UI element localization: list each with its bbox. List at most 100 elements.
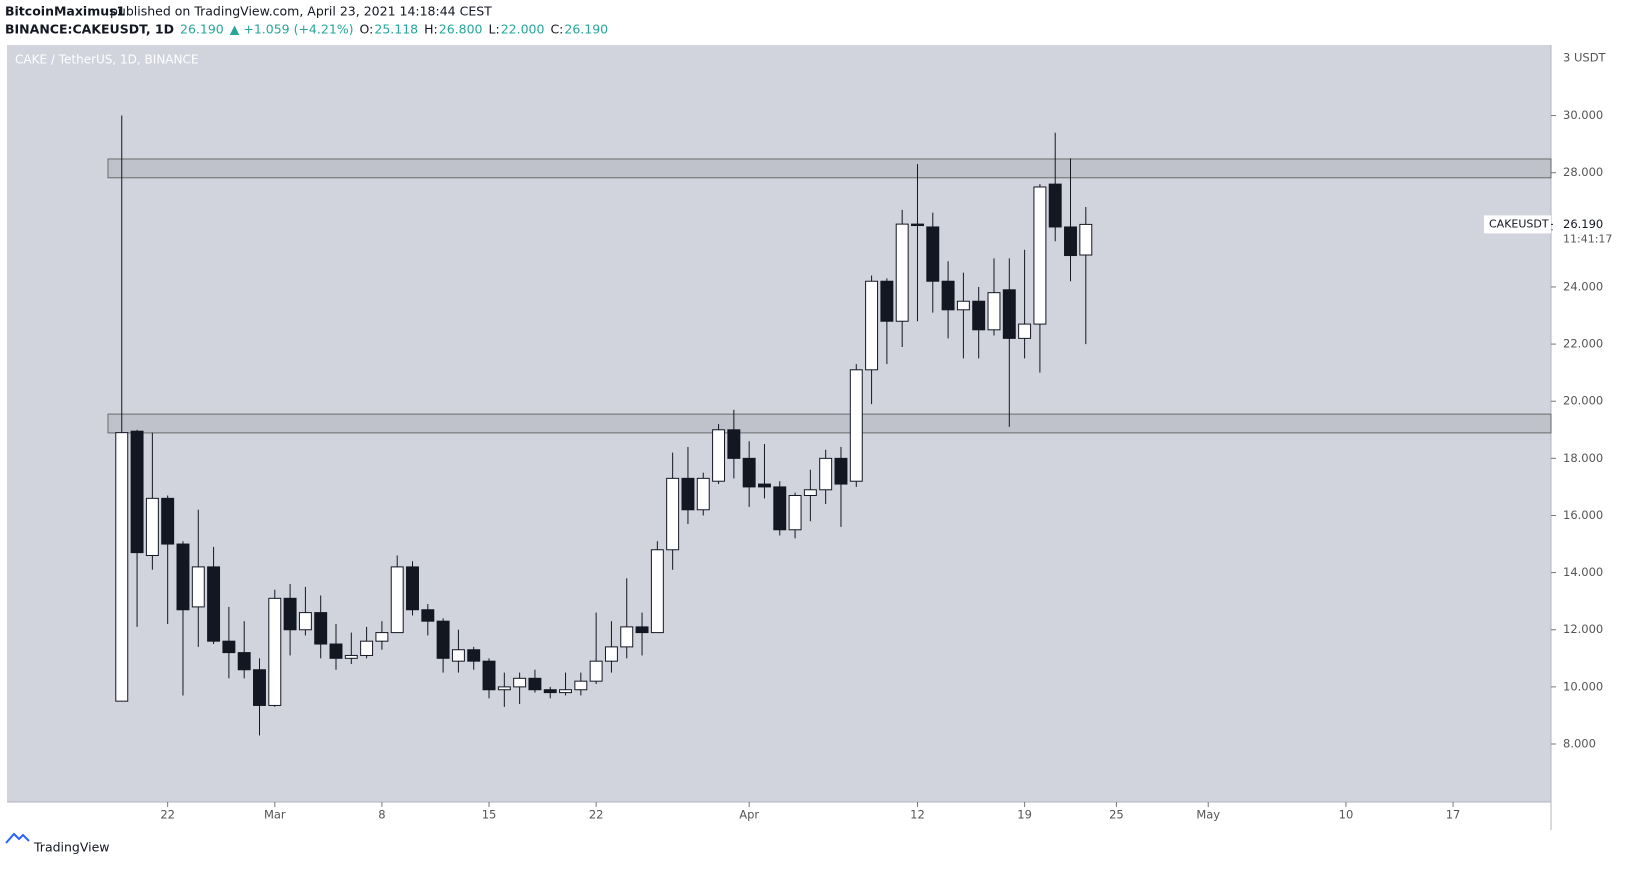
candle-body <box>635 626 649 634</box>
candle-body <box>344 654 358 659</box>
candle-body <box>834 457 848 485</box>
candle-body <box>390 566 404 634</box>
candle-body <box>727 429 741 459</box>
x-tick-label: 22 <box>160 808 175 822</box>
candle-body <box>1033 186 1047 325</box>
candle-body <box>773 486 787 531</box>
candle-body <box>712 429 726 482</box>
candle-body <box>1002 289 1016 339</box>
quote-part: 22.000 <box>501 22 545 37</box>
quote-part: ▲ +1.059 (+4.21%) <box>230 22 354 37</box>
candle-body <box>819 457 833 491</box>
x-tick-label: 10 <box>1339 808 1354 822</box>
candle-body <box>911 223 924 227</box>
candle-body <box>207 566 221 642</box>
candle-body <box>742 457 756 488</box>
candle-body <box>666 477 680 551</box>
quote-part: H: <box>424 22 438 37</box>
candle-body <box>803 489 817 496</box>
candle-body <box>283 597 297 631</box>
candle-body <box>451 649 465 662</box>
author: BitcoinMaximus1 <box>5 4 125 19</box>
candle-body <box>253 669 266 706</box>
candle-body <box>941 280 955 311</box>
zone <box>107 413 1552 434</box>
candle-body <box>895 223 909 322</box>
y-tick-label: 30.000 <box>1563 108 1603 122</box>
x-tick-label: 25 <box>1109 808 1124 822</box>
y-tick-label: 22.000 <box>1563 337 1603 351</box>
y-tick-label: 24.000 <box>1563 279 1603 293</box>
candle-body <box>574 680 588 691</box>
candle-body <box>421 609 435 622</box>
quote-part: 25.118 <box>374 22 418 37</box>
price-box <box>1553 215 1609 250</box>
y-tick-label: 16.000 <box>1563 508 1603 522</box>
candle-body <box>237 652 251 671</box>
candle-body <box>1048 183 1062 228</box>
y-axis-top-label: 3 USDT <box>1563 51 1607 65</box>
candle-body <box>298 612 312 631</box>
candle-body <box>513 677 527 688</box>
candle-body <box>650 549 664 634</box>
x-tick-label: 19 <box>1017 808 1032 822</box>
x-tick-label: May <box>1196 808 1220 822</box>
x-tick-label: 12 <box>910 808 925 822</box>
candle-body <box>130 430 144 554</box>
candle-body <box>543 689 557 694</box>
x-tick-label: 15 <box>482 808 497 822</box>
candle-body <box>849 369 863 482</box>
candle-body <box>115 432 129 702</box>
candle-body <box>222 640 236 654</box>
candle-body <box>528 677 542 691</box>
quote-part: BINANCE:CAKEUSDT, 1D <box>5 22 174 37</box>
candle-body <box>375 632 389 642</box>
candle-body <box>161 497 175 545</box>
y-tick-label: 14.000 <box>1563 565 1603 579</box>
candle-body <box>406 566 419 611</box>
candle-body <box>176 543 190 611</box>
candle-body <box>788 494 802 531</box>
candle-body <box>268 597 282 706</box>
quote-part: C: <box>550 22 563 37</box>
candle-body <box>880 280 894 322</box>
symbol-label: CAKEUSDT <box>1489 217 1549 230</box>
candle-body <box>987 292 1001 331</box>
candle-body <box>191 566 205 608</box>
candle-body <box>926 226 940 282</box>
candle-body <box>604 646 618 662</box>
candle-body <box>1079 223 1093 256</box>
x-tick-label: Mar <box>264 808 286 822</box>
zone <box>107 158 1552 179</box>
x-tick-label: 17 <box>1446 808 1461 822</box>
symbol-box <box>1484 215 1551 234</box>
candle-body <box>329 643 343 659</box>
published: published on TradingView.com, April 23, … <box>110 4 492 19</box>
quote-part: L: <box>489 22 500 37</box>
y-tick-label: 20.000 <box>1563 394 1603 408</box>
y-tick-label: 18.000 <box>1563 451 1603 465</box>
y-tick-label: 28.000 <box>1563 165 1603 179</box>
candle-body <box>314 612 328 645</box>
candle-body <box>436 620 450 659</box>
candle-body <box>757 483 771 488</box>
y-tick-label: 8.000 <box>1563 737 1596 751</box>
candle-body <box>145 497 159 556</box>
candle-body <box>972 300 986 331</box>
footer: TradingView <box>33 840 110 855</box>
chart-title: CAKE / TetherUS, 1D, BINANCE <box>15 53 198 67</box>
candle-body <box>956 300 970 311</box>
quote-part: O: <box>360 22 374 37</box>
logo <box>5 832 30 844</box>
quote-part: 26.800 <box>439 22 483 37</box>
candle-body <box>681 477 695 511</box>
x-tick-label: 22 <box>589 808 604 822</box>
x-tick-label: Apr <box>739 808 759 822</box>
y-tick-label: 10.000 <box>1563 679 1603 693</box>
candle-body <box>1018 323 1032 339</box>
candle-body <box>467 649 481 662</box>
last-price-label: 26.190 <box>1563 217 1603 231</box>
countdown: 11:41:17 <box>1563 232 1612 245</box>
